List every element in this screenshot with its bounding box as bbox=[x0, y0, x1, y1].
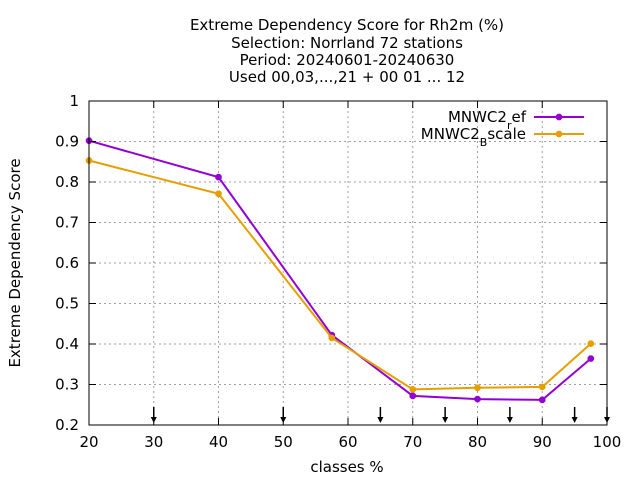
threshold-arrow bbox=[150, 407, 157, 423]
x-tick-label: 100 bbox=[593, 433, 622, 451]
grid bbox=[89, 101, 607, 425]
y-tick-label: 0.2 bbox=[55, 416, 79, 434]
threshold-arrow-head bbox=[442, 417, 449, 423]
threshold-arrow-head bbox=[571, 417, 578, 423]
data-point bbox=[409, 386, 416, 393]
threshold-arrow-head bbox=[604, 417, 610, 423]
threshold-arrow-head bbox=[377, 417, 384, 423]
data-point bbox=[328, 334, 336, 342]
legend-entry: MNWC2ref bbox=[448, 108, 584, 132]
y-tick-label: 0.8 bbox=[55, 173, 79, 191]
x-tick-label: 70 bbox=[403, 433, 422, 451]
series-MNWC2_ref bbox=[85, 137, 595, 404]
series-MNWC2_Bscale bbox=[85, 157, 595, 393]
legend-marker bbox=[555, 130, 563, 138]
y-tick-label: 0.3 bbox=[55, 376, 79, 394]
threshold-arrow bbox=[506, 407, 513, 423]
data-point bbox=[539, 383, 546, 391]
x-tick-label: 40 bbox=[209, 433, 228, 451]
threshold-arrow bbox=[377, 407, 384, 423]
legend-label: MNWC2Bscale bbox=[421, 125, 526, 149]
y-tick-label: 0.4 bbox=[55, 335, 79, 353]
y-tick-label: 0.7 bbox=[55, 214, 79, 232]
threshold-arrow bbox=[280, 407, 287, 423]
x-tick-label: 20 bbox=[79, 433, 98, 451]
data-point bbox=[474, 384, 481, 391]
data-point bbox=[409, 392, 416, 400]
threshold-arrow-head bbox=[150, 417, 157, 423]
threshold-arrow-head bbox=[280, 417, 287, 423]
series-layer bbox=[85, 137, 595, 404]
x-tick-label: 50 bbox=[274, 433, 293, 451]
x-tick-label: 60 bbox=[338, 433, 357, 451]
x-tick-label: 90 bbox=[533, 433, 552, 451]
threshold-arrow bbox=[604, 407, 610, 423]
y-tick-label: 0.5 bbox=[55, 295, 79, 313]
threshold-arrows bbox=[150, 407, 610, 423]
axis-ticks: 0.2 0.3 0.4 0.5 0.6 0.7 0.8 0.9 1 20 30 40 50 60 70 80 9… bbox=[55, 92, 621, 451]
data-point bbox=[539, 396, 546, 404]
x-tick-label: 30 bbox=[144, 433, 163, 451]
x-tick-label: 80 bbox=[468, 433, 487, 451]
legend-marker bbox=[555, 113, 563, 121]
series-line bbox=[88, 159, 592, 391]
data-point bbox=[215, 190, 222, 197]
title-line-3: Period: 20240601-20240630 bbox=[240, 51, 455, 69]
y-tick-label: 0.6 bbox=[55, 254, 79, 272]
title-line-4: Used 00,03,...,21 + 00 01 ... 12 bbox=[229, 68, 465, 86]
data-point bbox=[587, 340, 595, 347]
x-axis-label: classes % bbox=[310, 458, 383, 476]
y-axis-label: Extreme Dependency Score bbox=[6, 158, 24, 367]
y-tick-label: 1 bbox=[69, 92, 79, 110]
data-point bbox=[587, 355, 595, 362]
chart-title: Extreme Dependency Score for Rh2m (%) Se… bbox=[190, 16, 504, 86]
legend-label: MNWC2ref bbox=[448, 108, 527, 132]
data-point bbox=[215, 173, 222, 181]
title-line-2: Selection: Norrland 72 stations bbox=[231, 34, 463, 52]
data-point bbox=[474, 395, 481, 403]
threshold-arrow-head bbox=[506, 417, 513, 423]
threshold-arrow bbox=[442, 407, 449, 423]
threshold-arrow bbox=[571, 407, 578, 423]
title-line-1: Extreme Dependency Score for Rh2m (%) bbox=[190, 16, 504, 34]
legend-entry: MNWC2Bscale bbox=[421, 125, 584, 149]
y-tick-label: 0.9 bbox=[55, 133, 79, 151]
